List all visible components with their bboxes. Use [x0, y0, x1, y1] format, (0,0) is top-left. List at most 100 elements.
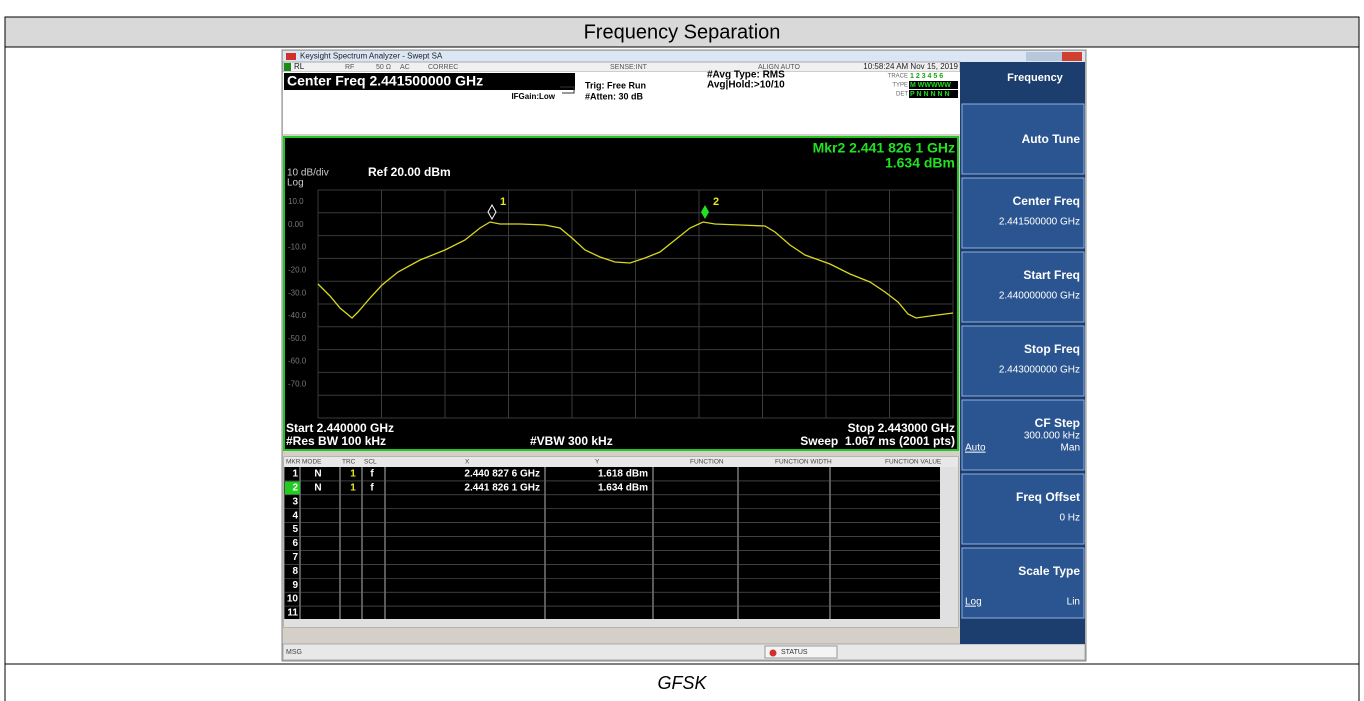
table-header-cell: SCL	[364, 459, 377, 466]
table-cell: 10	[287, 594, 299, 605]
marker-readout: Mkr2 2.441 826 1 GHz	[813, 140, 955, 156]
window-title: Keysight Spectrum Analyzer - Swept SA	[300, 52, 443, 61]
status: RL	[294, 62, 305, 71]
start-freq: Start 2.440000 GHz	[286, 421, 394, 435]
menu-button-value: 2.440000000 GHz	[999, 291, 1080, 302]
table-header-cell: MKR	[286, 459, 301, 466]
table-cell: f	[370, 469, 374, 480]
y-axis-label: -30.0	[288, 288, 307, 297]
status-icon	[769, 649, 777, 657]
graph-area	[283, 136, 959, 451]
trace-info-label: TRACE	[888, 74, 908, 80]
table-cell: 2.441 826 1 GHz	[464, 483, 540, 494]
close-button	[1062, 52, 1082, 61]
table-header-cell: TRC	[342, 459, 356, 466]
trace-info-value: M WWWWW	[910, 82, 951, 89]
table-cell: 6	[292, 538, 298, 549]
menu-button-label: Center Freq	[1013, 194, 1080, 208]
table-cell: 1	[350, 483, 356, 494]
marker-table-header	[284, 457, 958, 467]
marker-table-body: MKR MODE TRC SCL X Y FUNCTION FUNCTION WIDTH FUN…	[284, 459, 942, 621]
res-bw: #Res BW 100 kHz	[286, 434, 386, 448]
marker-1	[487, 203, 497, 221]
status-button-label: STATUS	[781, 649, 808, 656]
y-axis-label: -20.0	[288, 266, 307, 275]
status-icon	[284, 63, 291, 71]
message-bar	[282, 643, 1086, 661]
table-cell: 3	[292, 496, 298, 507]
status: SENSE:INT	[610, 64, 648, 71]
menu-buttons: Auto Tune Center Freq 2.441500000 GHz Start…	[961, 103, 1085, 619]
atten: #Atten: 30 dB	[585, 91, 644, 101]
marker-label: 1	[500, 196, 506, 208]
menu-button-value: 2.443000000 GHz	[999, 365, 1080, 376]
y-axis-label: -70.0	[288, 380, 307, 389]
table-cell: 2.440 827 6 GHz	[464, 469, 540, 480]
window-buttons	[1026, 52, 1082, 61]
y-axis-label: -60.0	[288, 357, 307, 366]
table-cell: 8	[292, 566, 298, 577]
trace-info-label: DET	[896, 92, 908, 98]
table-cell: 9	[292, 580, 298, 591]
menu-option[interactable]: Lin	[1067, 597, 1080, 608]
scale-type: Log	[287, 178, 304, 189]
y-axis-label: -10.0	[288, 243, 307, 252]
stop-freq: Stop 2.443000 GHz	[848, 421, 955, 435]
table-caption: GFSK	[657, 673, 707, 693]
ref-level: Ref 20.00 dBm	[368, 165, 451, 179]
menu-button[interactable]	[961, 325, 1085, 397]
status: CORREC	[428, 64, 458, 71]
status: ALIGN AUTO	[758, 64, 800, 71]
center-freq-box	[284, 73, 575, 90]
table-header-cell: FUNCTION VALUE	[885, 459, 942, 466]
table-cell: 1.634 dBm	[598, 483, 648, 494]
y-axis-label: -40.0	[288, 311, 307, 320]
menu-button-label: Stop Freq	[1024, 342, 1080, 356]
app-icon	[286, 53, 296, 60]
table-header: Frequency Separation	[584, 21, 781, 43]
menu-option[interactable]: Auto	[965, 443, 986, 454]
menu-button-label: CF Step	[1035, 416, 1080, 430]
menu-button[interactable]	[961, 177, 1085, 249]
trace-info-box	[909, 81, 958, 89]
menu-button[interactable]	[961, 251, 1085, 323]
menu-option[interactable]: Log	[965, 597, 982, 608]
menu-button-label: Scale Type	[1018, 564, 1080, 578]
status-time: 10:58:24 AM Nov 15, 2019	[863, 62, 958, 71]
scale: 10 dB/div	[287, 168, 329, 179]
ifgain: IFGain:Low	[511, 92, 555, 101]
menu-button[interactable]	[961, 547, 1085, 619]
menu-button[interactable]	[961, 473, 1085, 545]
menu-button-value: 2.441500000 GHz	[999, 217, 1080, 228]
marker-readout: 1.634 dBm	[885, 155, 955, 171]
center-freq: Center Freq 2.441500000 GHz	[287, 73, 483, 89]
table-cell: N	[314, 483, 321, 494]
scrollbar	[940, 467, 958, 627]
table-header-cell: MODE	[302, 459, 322, 466]
table-header-cell: FUNCTION WIDTH	[775, 459, 832, 466]
title-bar	[283, 51, 1085, 62]
table-header-cell: FUNCTION	[690, 459, 724, 466]
avg-type: #Avg Type: RMS	[707, 70, 785, 81]
trace-info-value: 1 2 3 4 5 6	[910, 73, 943, 80]
pno: PNO: Wide	[509, 81, 555, 91]
table-cell: 5	[292, 524, 298, 535]
table-cell: 2	[292, 483, 298, 494]
menu-button-value: 300.000 kHz	[1024, 431, 1080, 442]
vbw: #VBW 300 kHz	[530, 434, 613, 448]
table-cell: 7	[292, 552, 298, 563]
menu-option[interactable]: Man	[1061, 443, 1080, 454]
menu-button-value: 0 Hz	[1059, 513, 1080, 524]
msg: MSG	[286, 649, 302, 656]
marker-2	[701, 205, 709, 219]
y-axis-label: 0.00	[288, 220, 304, 229]
avg-hold: Avg|Hold:>10/10	[707, 80, 785, 91]
table-cell: 1.618 dBm	[598, 469, 648, 480]
menu-button[interactable]	[961, 399, 1085, 471]
status-button[interactable]	[764, 645, 838, 659]
table-cell: N	[314, 469, 321, 480]
menu-button[interactable]	[961, 103, 1085, 175]
